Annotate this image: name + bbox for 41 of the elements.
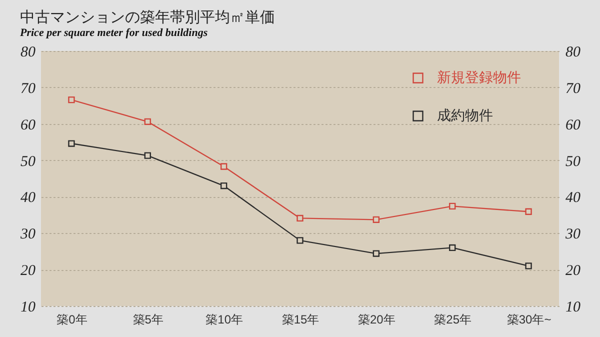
y-tick-label: 40: [20, 190, 36, 206]
x-tick-label: 築30年~: [506, 312, 552, 326]
x-tick-label: 築5年: [132, 312, 164, 326]
point: [68, 96, 75, 104]
y-tick-label: 50: [20, 154, 36, 170]
point: [525, 262, 532, 270]
legend-label: 新規登録物件: [437, 69, 521, 85]
y2-tick-label: 40: [566, 190, 581, 206]
point: [220, 163, 228, 170]
y2-tick-label: 20: [566, 263, 581, 280]
y-tick-label: 20: [20, 263, 36, 280]
y2-tick-label: 70: [566, 80, 581, 97]
point: [372, 250, 380, 257]
y-tick-label: 80: [20, 44, 36, 60]
x-tick-label: 築10年: [206, 312, 244, 326]
y2-tick-label: 50: [566, 154, 581, 170]
point: [525, 208, 532, 215]
point: [68, 140, 75, 147]
point: [296, 214, 304, 222]
y-tick-label: 10: [20, 300, 36, 316]
point: [372, 216, 380, 223]
x-tick-label: 築15年: [282, 312, 320, 326]
y-tick-label: 70: [20, 80, 36, 97]
point: [220, 182, 228, 190]
point: [296, 237, 304, 244]
y2-tick-label: 30: [564, 226, 581, 243]
point: [144, 152, 151, 159]
y2-tick-label: 10: [566, 300, 581, 316]
y-tick-label: 30: [20, 226, 36, 243]
y2-tick-label: 60: [566, 117, 581, 134]
chart-title: 中古マンションの築年帯別平均㎡単価: [20, 9, 275, 26]
point: [144, 118, 151, 126]
y-tick-label: 60: [20, 117, 36, 134]
chart-subtitle: Price per square meter for used buildings: [20, 27, 208, 39]
x-tick-label: 築0年: [56, 312, 88, 326]
y2-tick-label: 80: [566, 44, 581, 60]
point: [449, 202, 456, 210]
x-tick-label: 築25年: [434, 312, 472, 326]
point: [449, 244, 456, 252]
x-tick-label: 築20年: [358, 312, 396, 326]
legend-label: 成約物件: [437, 107, 493, 123]
